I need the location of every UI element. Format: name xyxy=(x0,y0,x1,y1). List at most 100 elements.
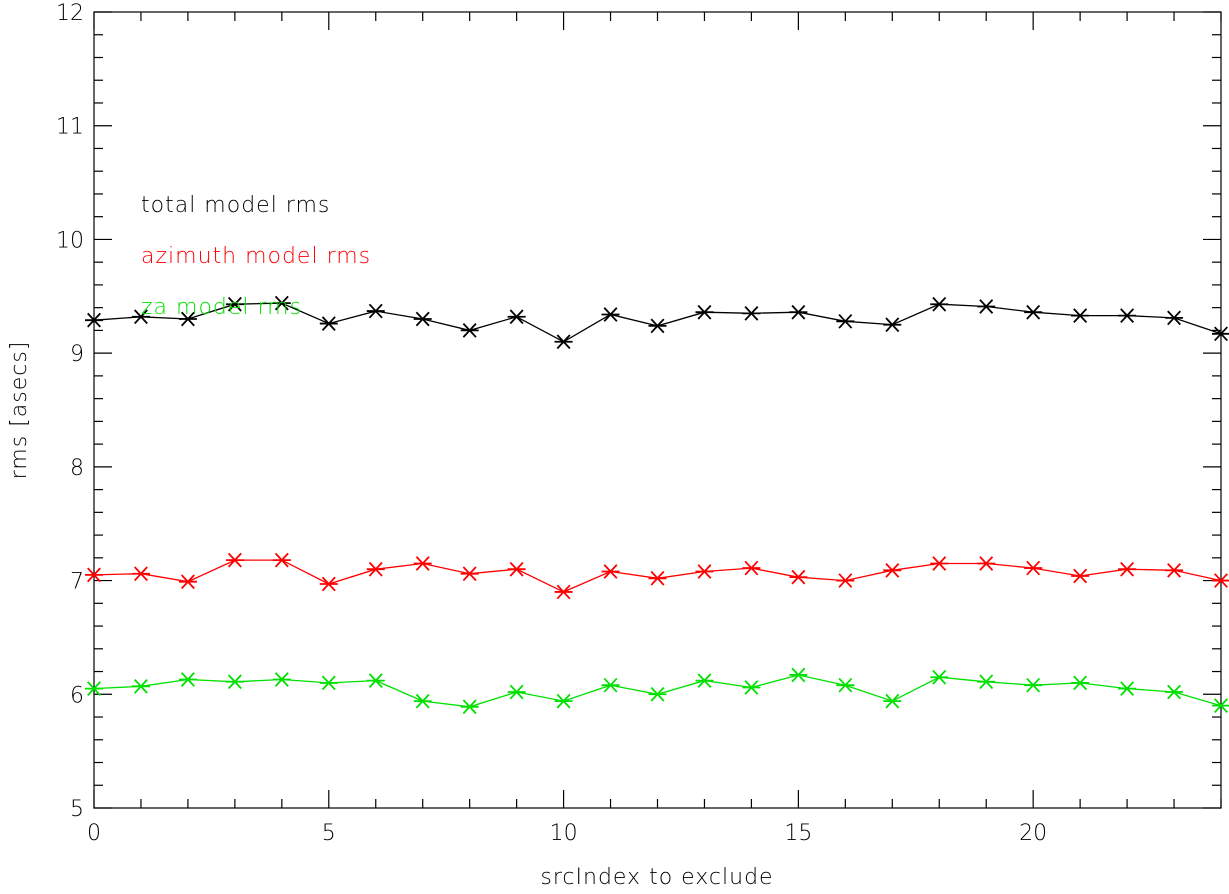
data-point xyxy=(1165,310,1184,326)
plot-frame xyxy=(93,11,1222,809)
data-point xyxy=(977,674,996,690)
data-point xyxy=(1165,562,1184,578)
data-point xyxy=(789,569,808,585)
data-point xyxy=(742,305,761,321)
data-point xyxy=(507,309,526,325)
data-point xyxy=(507,561,526,577)
data-point xyxy=(554,584,573,600)
data-point xyxy=(648,318,667,334)
data-point xyxy=(272,552,291,568)
data-point xyxy=(460,323,479,338)
data-point xyxy=(883,317,902,333)
data-point xyxy=(366,303,385,319)
data-point xyxy=(1118,308,1137,323)
x-tick-label: 5 xyxy=(322,821,336,846)
data-point xyxy=(366,561,385,577)
data-point xyxy=(366,673,385,689)
data-point xyxy=(272,672,291,687)
y-tick-label: 10 xyxy=(56,228,84,253)
legend-azimuth: azimuth model rms xyxy=(141,244,371,269)
y-axis-title: rms [asecs] xyxy=(7,341,32,480)
data-point xyxy=(225,296,244,312)
data-point xyxy=(695,304,714,320)
data-point xyxy=(178,574,197,590)
series-layer xyxy=(85,295,1229,715)
data-point xyxy=(742,680,761,695)
series-line xyxy=(93,559,1222,593)
data-point xyxy=(601,307,620,322)
data-point xyxy=(977,556,996,571)
y-tick-label: 5 xyxy=(70,797,84,822)
series-line xyxy=(93,674,1222,708)
data-point xyxy=(507,684,526,700)
data-point xyxy=(930,296,949,312)
data-point xyxy=(225,674,244,690)
y-tick-label: 8 xyxy=(70,456,84,481)
data-point xyxy=(85,681,103,696)
data-point xyxy=(836,313,855,329)
data-point xyxy=(601,677,620,693)
data-point xyxy=(1071,568,1090,584)
data-point xyxy=(836,677,855,693)
data-point xyxy=(648,570,667,586)
data-point xyxy=(554,693,573,709)
data-point xyxy=(977,299,996,314)
data-point xyxy=(1212,573,1229,588)
data-point xyxy=(1071,308,1090,323)
x-tick-label: 0 xyxy=(87,821,101,846)
y-tick-label: 11 xyxy=(56,115,84,140)
data-point xyxy=(695,673,714,689)
data-point xyxy=(883,562,902,578)
data-point xyxy=(930,669,949,685)
y-tick-label: 9 xyxy=(70,342,84,367)
data-point xyxy=(930,556,949,571)
x-tick-label: 15 xyxy=(784,821,812,846)
data-point xyxy=(836,573,855,588)
axis-ticks xyxy=(93,11,1222,809)
data-point xyxy=(648,686,667,702)
data-point xyxy=(1024,304,1043,320)
data-point xyxy=(789,667,808,683)
x-tick-label: 10 xyxy=(550,821,578,846)
data-point xyxy=(1071,675,1090,691)
data-point xyxy=(225,552,244,568)
x-tick-label: 20 xyxy=(1019,821,1047,846)
data-point xyxy=(554,334,573,350)
y-tick-label: 6 xyxy=(70,683,84,708)
data-point xyxy=(789,304,808,320)
data-point xyxy=(272,295,291,311)
legend-za: za model rms xyxy=(141,295,302,320)
data-point xyxy=(85,312,103,328)
data-point xyxy=(131,566,150,582)
data-point xyxy=(1118,561,1137,577)
data-point xyxy=(601,564,620,579)
data-point xyxy=(1118,681,1137,696)
data-point xyxy=(413,311,432,327)
data-point xyxy=(1212,698,1229,714)
data-point xyxy=(460,699,479,715)
legend-total: total model rms xyxy=(141,193,330,218)
data-point xyxy=(319,675,338,691)
data-point xyxy=(178,311,197,327)
data-point xyxy=(1212,326,1229,342)
data-point xyxy=(131,309,150,325)
y-tick-label: 12 xyxy=(56,1,84,26)
x-axis-title: srcIndex to exclude xyxy=(540,865,773,890)
data-point xyxy=(460,566,479,582)
data-point xyxy=(319,576,338,592)
y-tick-label: 7 xyxy=(70,570,84,595)
data-point xyxy=(883,693,902,709)
data-point xyxy=(1024,677,1043,693)
data-point xyxy=(131,678,150,694)
data-point xyxy=(1024,560,1043,576)
data-point xyxy=(413,556,432,571)
series-0 xyxy=(85,295,1229,350)
data-point xyxy=(742,560,761,576)
data-point xyxy=(413,693,432,709)
data-point xyxy=(85,567,103,583)
series-2 xyxy=(85,667,1229,715)
data-point xyxy=(695,564,714,579)
series-1 xyxy=(85,552,1229,600)
